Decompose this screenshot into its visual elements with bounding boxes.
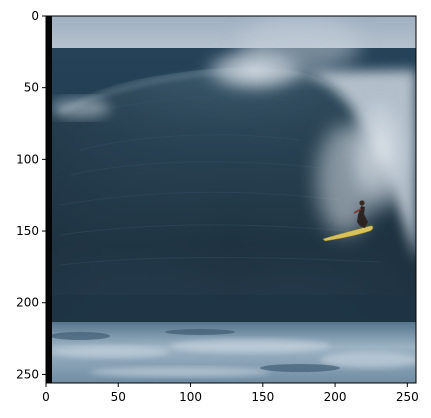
x-tick-label: 100	[179, 390, 202, 404]
foam-streaks	[50, 339, 416, 377]
surfer	[322, 200, 374, 242]
wave-texture	[59, 96, 381, 266]
wave-trough	[46, 295, 416, 323]
sky-region	[46, 16, 416, 52]
spray-cloud-inner	[317, 125, 373, 235]
lip-spray-left	[50, 98, 110, 118]
surfboard	[322, 225, 374, 242]
surfer-body	[357, 206, 368, 228]
x-tick-label: 150	[251, 390, 274, 404]
y-axis: 0 50 100 150 200 250	[16, 9, 46, 381]
x-tick-label: 200	[324, 390, 347, 404]
y-tick-label: 50	[24, 81, 39, 95]
x-tick-label: 50	[111, 390, 126, 404]
surfer-head	[359, 200, 365, 206]
foam-dark-patches	[50, 329, 340, 372]
wave-shading	[46, 67, 416, 321]
spray-plume-sky	[240, 17, 360, 73]
axes-frame	[45, 15, 417, 384]
y-tick-label: 200	[16, 296, 39, 310]
x-axis: 0 50 100 150 200 250	[42, 383, 419, 404]
x-tick-label: 250	[396, 390, 419, 404]
y-tick-label: 250	[16, 367, 39, 381]
surfer-arm	[353, 208, 362, 214]
y-tick-label: 100	[16, 152, 39, 166]
left-border-strip	[46, 16, 52, 383]
y-tick-label: 0	[31, 9, 39, 23]
y-tick-label: 150	[16, 224, 39, 238]
photo-image	[46, 16, 416, 383]
x-tick-label: 0	[42, 390, 50, 404]
